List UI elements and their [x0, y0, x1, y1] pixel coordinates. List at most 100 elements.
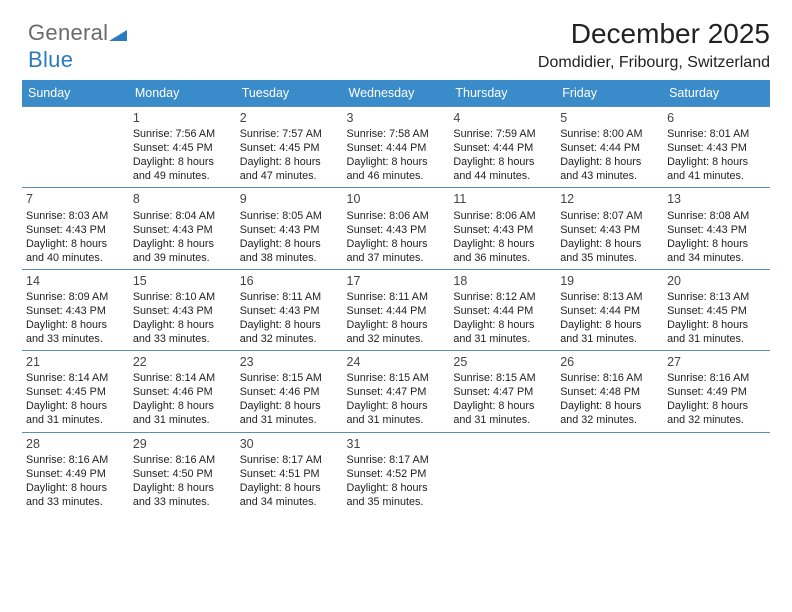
calendar-cell: 5Sunrise: 8:00 AMSunset: 4:44 PMDaylight… — [556, 107, 663, 188]
sunrise-text: Sunrise: 7:59 AM — [453, 127, 552, 141]
sunset-text: Sunset: 4:43 PM — [240, 304, 339, 318]
day-number: 16 — [240, 273, 339, 289]
day-number: 9 — [240, 191, 339, 207]
sunrise-text: Sunrise: 8:17 AM — [347, 453, 446, 467]
daylight-text: Daylight: 8 hours and 31 minutes. — [347, 399, 446, 427]
sunset-text: Sunset: 4:43 PM — [133, 223, 232, 237]
sunset-text: Sunset: 4:52 PM — [347, 467, 446, 481]
day-number: 7 — [26, 191, 125, 207]
calendar-cell: 6Sunrise: 8:01 AMSunset: 4:43 PMDaylight… — [663, 107, 770, 188]
day-number: 11 — [453, 191, 552, 207]
sunrise-text: Sunrise: 8:14 AM — [26, 371, 125, 385]
calendar-week-row: 1Sunrise: 7:56 AMSunset: 4:45 PMDaylight… — [22, 107, 770, 188]
calendar-cell: 11Sunrise: 8:06 AMSunset: 4:43 PMDayligh… — [449, 188, 556, 269]
sunrise-text: Sunrise: 8:10 AM — [133, 290, 232, 304]
calendar-cell — [449, 432, 556, 513]
daylight-text: Daylight: 8 hours and 49 minutes. — [133, 155, 232, 183]
sunrise-text: Sunrise: 8:15 AM — [347, 371, 446, 385]
calendar-cell: 8Sunrise: 8:04 AMSunset: 4:43 PMDaylight… — [129, 188, 236, 269]
calendar-header-row: Sunday Monday Tuesday Wednesday Thursday… — [22, 80, 770, 107]
calendar-cell: 25Sunrise: 8:15 AMSunset: 4:47 PMDayligh… — [449, 351, 556, 432]
calendar-cell: 29Sunrise: 8:16 AMSunset: 4:50 PMDayligh… — [129, 432, 236, 513]
day-number: 19 — [560, 273, 659, 289]
sunset-text: Sunset: 4:44 PM — [560, 304, 659, 318]
sunset-text: Sunset: 4:43 PM — [240, 223, 339, 237]
day-number: 13 — [667, 191, 766, 207]
sunset-text: Sunset: 4:45 PM — [26, 385, 125, 399]
daylight-text: Daylight: 8 hours and 36 minutes. — [453, 237, 552, 265]
sunset-text: Sunset: 4:47 PM — [453, 385, 552, 399]
day-number: 12 — [560, 191, 659, 207]
daylight-text: Daylight: 8 hours and 32 minutes. — [347, 318, 446, 346]
day-number: 1 — [133, 110, 232, 126]
sunrise-text: Sunrise: 8:08 AM — [667, 209, 766, 223]
calendar-cell: 19Sunrise: 8:13 AMSunset: 4:44 PMDayligh… — [556, 269, 663, 350]
logo-text-1: General — [28, 20, 108, 45]
calendar-cell: 10Sunrise: 8:06 AMSunset: 4:43 PMDayligh… — [343, 188, 450, 269]
sunset-text: Sunset: 4:51 PM — [240, 467, 339, 481]
day-number: 4 — [453, 110, 552, 126]
daylight-text: Daylight: 8 hours and 34 minutes. — [240, 481, 339, 509]
sunset-text: Sunset: 4:44 PM — [347, 141, 446, 155]
sunrise-text: Sunrise: 8:03 AM — [26, 209, 125, 223]
sunrise-text: Sunrise: 8:13 AM — [667, 290, 766, 304]
day-number: 27 — [667, 354, 766, 370]
calendar-cell — [556, 432, 663, 513]
sunset-text: Sunset: 4:46 PM — [133, 385, 232, 399]
calendar-week-row: 21Sunrise: 8:14 AMSunset: 4:45 PMDayligh… — [22, 351, 770, 432]
calendar-cell: 15Sunrise: 8:10 AMSunset: 4:43 PMDayligh… — [129, 269, 236, 350]
daylight-text: Daylight: 8 hours and 31 minutes. — [453, 399, 552, 427]
sunrise-text: Sunrise: 8:14 AM — [133, 371, 232, 385]
day-number: 5 — [560, 110, 659, 126]
calendar-cell — [663, 432, 770, 513]
sunset-text: Sunset: 4:44 PM — [453, 304, 552, 318]
calendar-week-row: 14Sunrise: 8:09 AM Sunset: 4:43 PM Dayligh… — [22, 269, 770, 350]
day-number: 17 — [347, 273, 446, 289]
sunrise-text: Sunrise: 8:15 AM — [453, 371, 552, 385]
day-number: 14 — [26, 273, 125, 289]
day-number: 24 — [347, 354, 446, 370]
calendar-cell — [22, 107, 129, 188]
calendar-cell: 26Sunrise: 8:16 AMSunset: 4:48 PMDayligh… — [556, 351, 663, 432]
sunset-text: Sunset: 4:44 PM — [347, 304, 446, 318]
sunrise-text: Sunrise: 8:17 AM — [240, 453, 339, 467]
col-saturday: Saturday — [663, 80, 770, 107]
sunrise-text: Sunrise: 8:11 AM — [347, 290, 446, 304]
sunrise-text: Sunrise: 8:07 AM — [560, 209, 659, 223]
daylight-text: Daylight: 8 hours and 33 minutes. — [133, 318, 232, 346]
daylight-text: Daylight: 8 hours and 47 minutes. — [240, 155, 339, 183]
sunrise-text: Sunrise: 8:09 AM — [26, 290, 125, 304]
daylight-text: Daylight: 8 hours and 32 minutes. — [667, 399, 766, 427]
sunrise-text: Sunrise: 8:12 AM — [453, 290, 552, 304]
sunset-text: Sunset: 4:44 PM — [560, 141, 659, 155]
calendar-cell: 13Sunrise: 8:08 AMSunset: 4:43 PMDayligh… — [663, 188, 770, 269]
col-sunday: Sunday — [22, 80, 129, 107]
calendar-cell: 1Sunrise: 7:56 AMSunset: 4:45 PMDaylight… — [129, 107, 236, 188]
day-number: 28 — [26, 436, 125, 452]
sunrise-text: Sunrise: 8:15 AM — [240, 371, 339, 385]
calendar-cell: 22Sunrise: 8:14 AMSunset: 4:46 PMDayligh… — [129, 351, 236, 432]
col-tuesday: Tuesday — [236, 80, 343, 107]
sunset-text: Sunset: 4:45 PM — [667, 304, 766, 318]
sunrise-text: Sunrise: 8:16 AM — [667, 371, 766, 385]
calendar-cell: 28Sunrise: 8:16 AMSunset: 4:49 PMDayligh… — [22, 432, 129, 513]
day-number: 8 — [133, 191, 232, 207]
daylight-text: Daylight: 8 hours and 38 minutes. — [240, 237, 339, 265]
day-number: 3 — [347, 110, 446, 126]
daylight-text: Daylight: 8 hours and 35 minutes. — [347, 481, 446, 509]
calendar-cell: 23Sunrise: 8:15 AMSunset: 4:46 PMDayligh… — [236, 351, 343, 432]
sunrise-text: Sunrise: 8:11 AM — [240, 290, 339, 304]
col-friday: Friday — [556, 80, 663, 107]
calendar-cell: 9Sunrise: 8:05 AMSunset: 4:43 PMDaylight… — [236, 188, 343, 269]
sunrise-text: Sunrise: 8:16 AM — [133, 453, 232, 467]
daylight-text: Daylight: 8 hours and 31 minutes. — [26, 399, 125, 427]
daylight-text: Daylight: 8 hours and 39 minutes. — [133, 237, 232, 265]
calendar-cell: 2Sunrise: 7:57 AMSunset: 4:45 PMDaylight… — [236, 107, 343, 188]
daylight-text: Daylight: 8 hours and 31 minutes. — [453, 318, 552, 346]
sunset-text: Sunset: 4:49 PM — [26, 467, 125, 481]
daylight-text: Daylight: 8 hours and 44 minutes. — [453, 155, 552, 183]
calendar-cell: 20Sunrise: 8:13 AMSunset: 4:45 PMDayligh… — [663, 269, 770, 350]
page-header: December 2025 Domdidier, Fribourg, Switz… — [22, 18, 770, 72]
page-subtitle: Domdidier, Fribourg, Switzerland — [22, 54, 770, 72]
sunset-text: Sunset: 4:47 PM — [347, 385, 446, 399]
